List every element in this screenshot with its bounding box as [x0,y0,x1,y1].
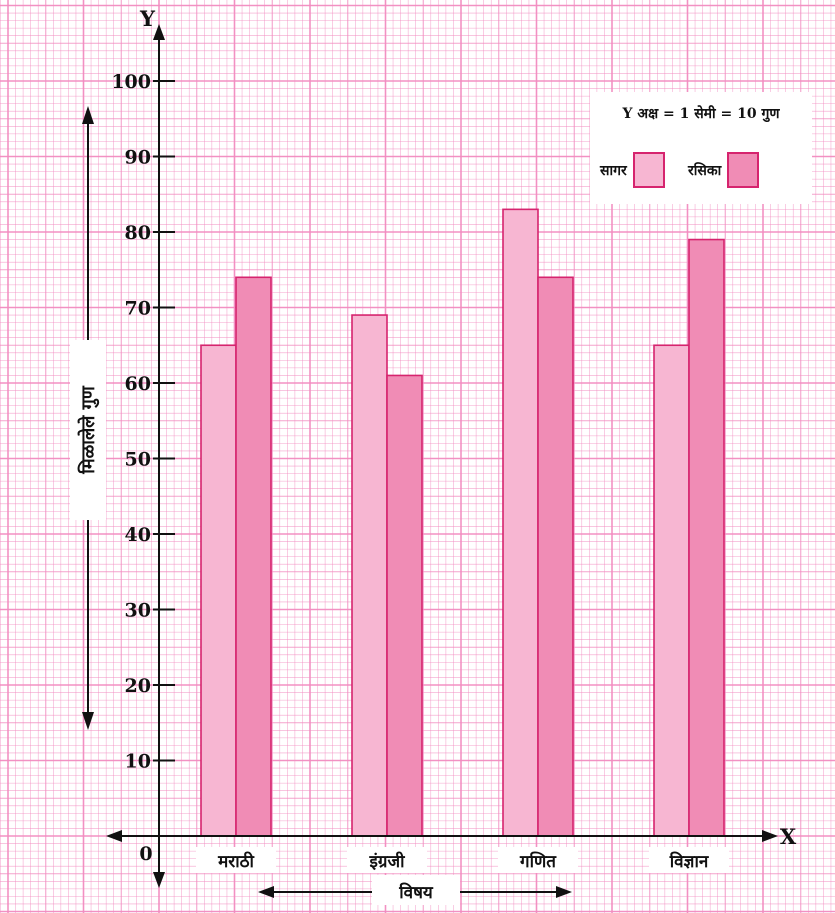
x-tick-label: इंग्रजी [369,851,406,872]
y-tick-label: 10 [125,751,151,773]
y-tick-label: 20 [125,675,151,697]
xlabel-bg [372,875,460,905]
x-axis-arrow-left [106,830,122,842]
y-axis-letter: Y [139,6,156,31]
bar-sagar-1 [351,314,388,837]
xlabel-arrow-left-head [258,886,274,898]
ylabel-arrow-down-head [82,712,94,730]
legend-swatch-rasika [727,152,760,188]
x-tick-label-bg [649,847,729,873]
y-axis-arrow-up [153,24,165,40]
origin-label: 0 [139,843,152,865]
bar-rasika-2 [537,276,574,837]
x-tick-label: मराठी [217,851,254,872]
x-tick-label-bg [347,847,427,873]
x-axis-letter: X [780,824,797,849]
legend: Y अक्ष = 1 सेमी = 10 गुण सागर रसिका [590,92,812,204]
x-tick-label-bg [196,847,276,873]
legend-label-rasika: रसिका [688,162,722,179]
x-tick-label: विज्ञान [669,851,709,872]
legend-scale-note: Y अक्ष = 1 सेमी = 10 गुण [622,106,780,122]
bar-rasika-3 [688,238,725,837]
legend-swatch-sagar [632,152,665,188]
bar-sagar-2 [502,208,539,837]
bar-rasika-0 [235,276,272,837]
bar-sagar-3 [653,344,690,837]
y-axis-arrow-down [153,872,165,888]
y-axis-label: मिळालेले गुण [77,385,100,475]
x-tick-label: गणित [519,851,557,872]
y-tick-label: 40 [125,524,151,546]
legend-label-sagar: सागर [600,162,627,179]
x-axis-arrow-right [762,830,778,842]
y-tick-label: 80 [125,222,151,244]
y-tick-label: 60 [125,373,151,395]
x-tick-label-bg [498,847,578,873]
legend-item-sagar: सागर [600,152,665,188]
y-tick-label: 90 [125,147,151,169]
bar-rasika-1 [386,374,423,837]
ylabel-arrow-up-head [82,106,94,124]
xlabel-arrow-right-head [556,886,572,898]
y-tick-label: 50 [125,449,151,471]
y-tick-label: 30 [125,600,151,622]
y-tick-label: 70 [125,298,151,320]
bar-sagar-0 [200,344,237,837]
ylabel-bg [70,340,106,520]
legend-item-rasika: रसिका [688,152,760,188]
y-tick-label: 100 [111,71,151,93]
x-axis-label: विषय [398,882,434,903]
